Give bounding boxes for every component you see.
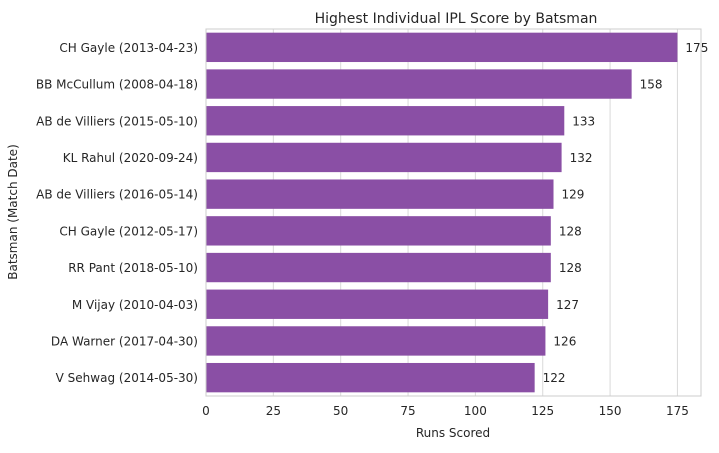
bar xyxy=(206,32,678,63)
y-axis-label: Batsman (Match Date) xyxy=(6,144,20,279)
bar xyxy=(206,142,562,173)
y-tick-label: RR Pant (2018-05-10) xyxy=(68,261,198,275)
bar-value-label: 127 xyxy=(556,298,579,312)
y-tick-labels: CH Gayle (2013-04-23) BB McCullum (2008-0… xyxy=(36,41,198,385)
x-tick-label: 150 xyxy=(599,404,622,418)
bar xyxy=(206,326,546,356)
bar-value-label: 128 xyxy=(559,261,582,275)
bars xyxy=(206,32,678,393)
bar-value-label: 122 xyxy=(543,371,566,385)
y-tick-label: DA Warner (2017-04-30) xyxy=(51,334,198,348)
bar xyxy=(206,106,565,136)
bar-value-label: 128 xyxy=(559,224,582,238)
bar-value-label: 126 xyxy=(553,334,576,348)
x-tick-label: 0 xyxy=(202,404,210,418)
bar xyxy=(206,252,551,283)
x-tick-labels: 0 25 50 75 100 125 150 175 xyxy=(202,404,689,418)
bar-value-label: 133 xyxy=(572,114,595,128)
y-tick-label: KL Rahul (2020-09-24) xyxy=(63,151,198,165)
x-tick-label: 50 xyxy=(333,404,348,418)
y-tick-label: M Vijay (2010-04-03) xyxy=(72,298,198,312)
bar-value-label: 175 xyxy=(685,41,708,55)
x-tick-label: 25 xyxy=(266,404,281,418)
chart-title: Highest Individual IPL Score by Batsman xyxy=(315,11,598,27)
y-tick-label: AB de Villiers (2015-05-10) xyxy=(36,114,198,128)
x-axis-label: Runs Scored xyxy=(416,426,490,440)
x-tick-label: 125 xyxy=(531,404,554,418)
y-tick-label: AB de Villiers (2016-05-14) xyxy=(36,188,198,202)
x-tick-label: 75 xyxy=(400,404,415,418)
y-tick-label: BB McCullum (2008-04-18) xyxy=(36,78,198,92)
bar-value-label: 158 xyxy=(640,78,663,92)
bar xyxy=(206,69,632,99)
y-tick-label: CH Gayle (2012-05-17) xyxy=(59,224,198,238)
y-tick-label: CH Gayle (2013-04-23) xyxy=(59,41,198,55)
bar xyxy=(206,179,554,209)
x-tick-label: 175 xyxy=(666,404,689,418)
bar xyxy=(206,289,549,319)
plot-frame xyxy=(205,28,702,397)
y-tick-label: V Sehwag (2014-05-30) xyxy=(56,371,198,385)
bar-value-label: 132 xyxy=(570,151,593,165)
x-tick-label: 100 xyxy=(464,404,487,418)
bar xyxy=(206,362,535,393)
bar xyxy=(206,216,551,246)
bar-value-label: 129 xyxy=(562,188,585,202)
data-labels: 175 158 133 132 129 128 128 127 126 122 xyxy=(543,41,709,385)
